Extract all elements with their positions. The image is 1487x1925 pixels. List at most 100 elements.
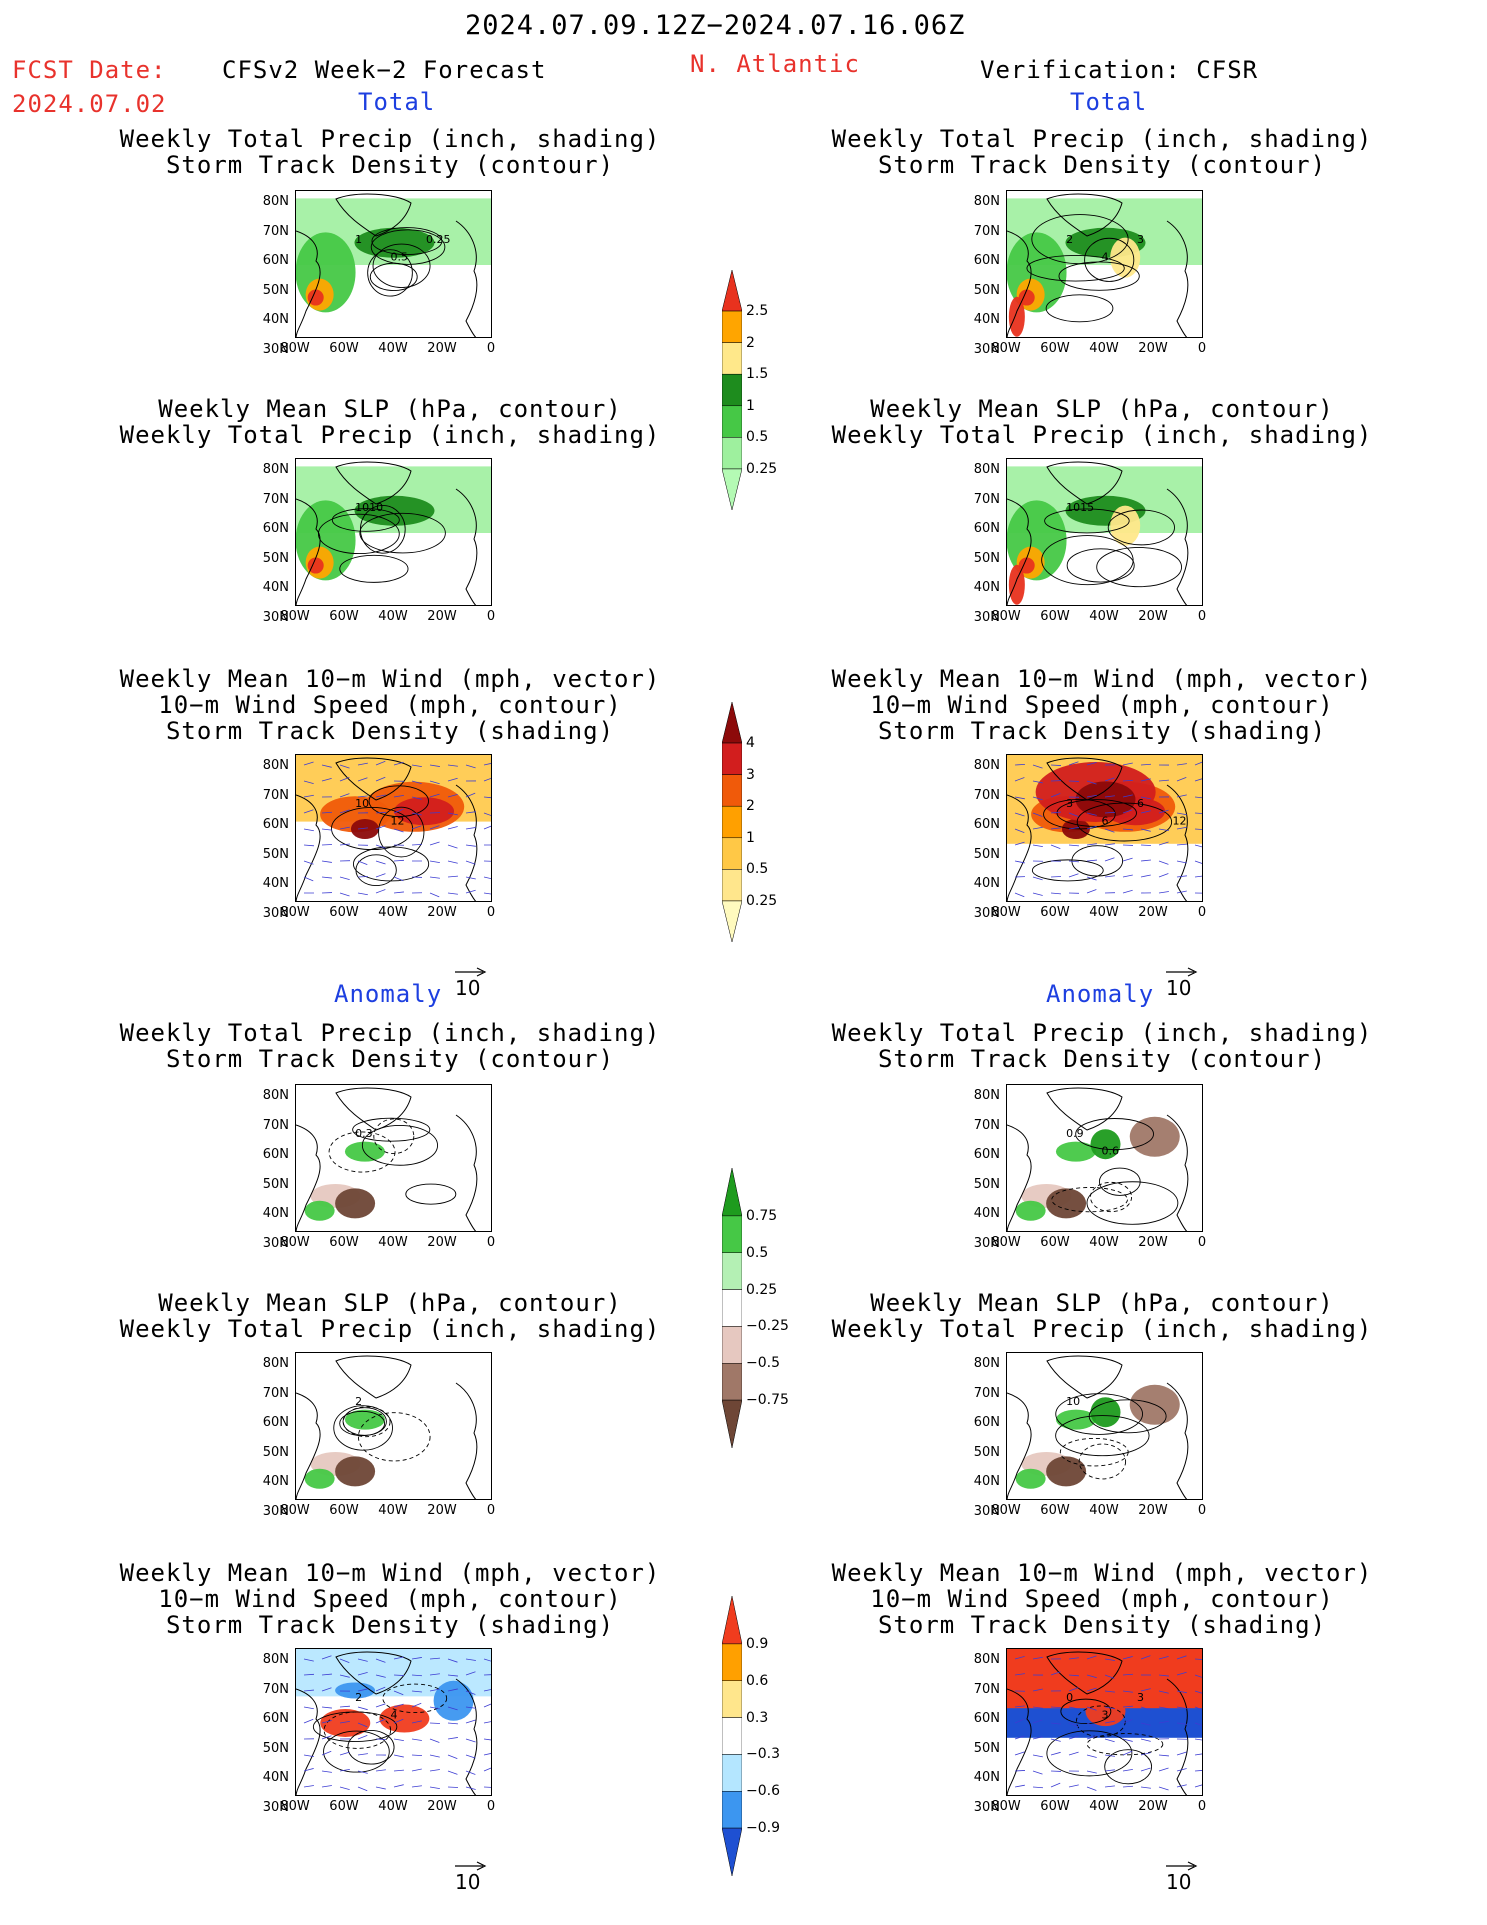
- lon-tick-label: 0: [486, 1235, 496, 1250]
- lon-tick-label: 0: [486, 1799, 496, 1814]
- contour-line: [1031, 859, 1104, 882]
- colorbar-segment: [722, 1680, 742, 1718]
- left-total-heading: Total: [358, 88, 436, 116]
- wind-vector: [1194, 1738, 1202, 1741]
- wind-vector: [447, 1754, 458, 1760]
- colorbar-label: 0.25: [746, 460, 778, 477]
- lon-tick-label: 20W: [1138, 1503, 1168, 1518]
- wind-vector: [1086, 812, 1097, 816]
- lat-tick-label: 80N: [262, 194, 289, 209]
- wind-vector: [375, 1718, 386, 1724]
- colorbar-label: 0.6: [746, 1672, 769, 1689]
- lat-tick-label: 30N: [262, 905, 289, 921]
- wind-vector: [1122, 809, 1133, 814]
- wind-vector: [357, 1658, 368, 1662]
- wind-vector: [1086, 1754, 1097, 1758]
- wind-vector: [1122, 762, 1133, 766]
- wind-vector: [429, 860, 440, 864]
- vector-reference-label: 10: [1166, 1870, 1192, 1894]
- wind-vector: [1104, 843, 1115, 846]
- lat-tick-label: 50N: [262, 1176, 289, 1192]
- wind-vector: [429, 1722, 441, 1724]
- contour-label: 2: [1066, 233, 1073, 246]
- wind-vector: [1032, 764, 1043, 769]
- wind-vector: [339, 843, 350, 846]
- lon-tick-label: 80W: [280, 905, 310, 920]
- wind-vector: [393, 1784, 404, 1788]
- contour-line: [361, 1124, 439, 1166]
- lon-tick-label: 60W: [1040, 1235, 1070, 1250]
- wind-vector: [375, 1686, 386, 1692]
- wind-vector: [447, 1737, 458, 1740]
- lat-tick-label: 60N: [262, 253, 289, 268]
- wind-vector: [1140, 1767, 1151, 1772]
- lat-tick-label: 30N: [973, 1799, 1000, 1815]
- wind-vector: [411, 780, 422, 785]
- wind-vector: [1068, 1722, 1079, 1728]
- wind-vector: [303, 1689, 314, 1692]
- colorbar-label: −0.6: [746, 1783, 780, 1800]
- shade-blob: [394, 797, 455, 826]
- wind-vector: [1032, 1754, 1043, 1758]
- wind-vector: [1158, 841, 1169, 846]
- shade-blob: [320, 1709, 371, 1737]
- wind-vector: [1176, 794, 1187, 798]
- shade-blob: [307, 289, 324, 306]
- coastline-greenland: [1046, 1651, 1123, 1695]
- colorbar-label: 0.75: [746, 1207, 778, 1224]
- contour-line: [1104, 1749, 1153, 1785]
- shade-blob: [1085, 1696, 1126, 1727]
- wind-vector: [1122, 1785, 1134, 1788]
- lat-tick-label: 40N: [973, 1474, 1000, 1489]
- wind-vector: [1032, 1719, 1043, 1724]
- contour-line: [352, 846, 430, 882]
- wind-vector: [321, 1706, 332, 1709]
- wind-vector: [375, 860, 386, 865]
- contour-line: [1026, 254, 1125, 282]
- wind-vector: [1014, 1784, 1025, 1788]
- wind-vector: [1104, 1690, 1115, 1693]
- wind-vector: [357, 1770, 368, 1774]
- wind-vector: [303, 876, 314, 882]
- contour-line: [372, 243, 431, 288]
- lon-tick-label: 20W: [1138, 905, 1168, 920]
- shade-blob: [344, 1409, 385, 1430]
- wind-vector: [465, 889, 476, 894]
- wind-vector: [411, 764, 422, 768]
- wind-vector: [1122, 779, 1134, 782]
- panel-title: Weekly Total Precip (inch, shading): [831, 421, 1373, 449]
- colorbar-segment: [722, 900, 742, 943]
- fcst-date-label: FCST Date:: [12, 56, 167, 84]
- colorbar-label: 1.5: [746, 366, 769, 383]
- wind-vector: [411, 812, 422, 816]
- wind-vector: [357, 1672, 368, 1676]
- wind-vector: [1032, 1656, 1043, 1660]
- lat-tick-label: 70N: [973, 787, 1000, 803]
- lat-tick-label: 40N: [973, 1206, 1000, 1221]
- wind-vector: [375, 776, 386, 782]
- wind-vector: [429, 780, 440, 785]
- map-svg: 1 0.5 0.25: [296, 191, 491, 337]
- colorbar-segment: [722, 1363, 742, 1401]
- wind-vector: [465, 860, 476, 865]
- wind-vector: [411, 843, 423, 846]
- wind-vector: [1086, 794, 1097, 798]
- wind-vector: [339, 809, 350, 814]
- wind-vector: [1032, 1736, 1043, 1740]
- coastline-greenland: [335, 1355, 412, 1399]
- wind-vector: [1050, 827, 1061, 830]
- shade-blob: [1090, 1129, 1121, 1160]
- wind-vector: [465, 1690, 476, 1695]
- wind-vector: [429, 764, 440, 767]
- lat-tick-label: 70N: [973, 491, 1000, 507]
- wind-vector: [1194, 1722, 1202, 1726]
- wind-vector: [339, 764, 350, 769]
- wind-vector: [1194, 1770, 1202, 1772]
- panel-title: Weekly Mean SLP (hPa, contour): [158, 395, 622, 423]
- shade-blob: [1055, 1409, 1096, 1430]
- wind-vector: [357, 777, 368, 782]
- contour-label: 10: [355, 797, 369, 810]
- wind-vector: [1014, 763, 1026, 766]
- lat-tick-label: 50N: [973, 1740, 1000, 1756]
- wind-vector: [1140, 859, 1151, 862]
